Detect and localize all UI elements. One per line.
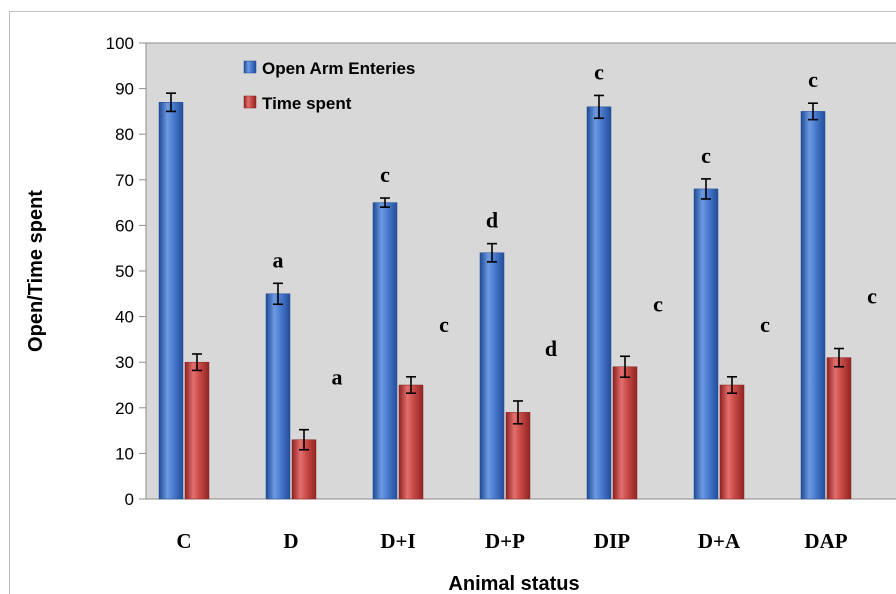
significance-label: c [380,162,390,187]
significance-label: c [439,312,449,337]
y-tick-label: 70 [115,171,134,190]
bars: a a c c d d c c c c c c [158,59,877,500]
legend-label-time-spent: Time spent [262,94,352,113]
x-tick-label: DIP [594,529,630,553]
y-tick-label: 80 [115,125,134,144]
significance-label: d [486,208,498,233]
bar-open-arm [265,293,291,500]
x-axis-title: Animal status [448,573,579,594]
y-tick-label: 10 [115,444,134,463]
y-axis-ticks: 0 10 20 30 40 50 60 70 80 90 100 [106,34,146,509]
x-tick-label: DAP [804,529,847,553]
significance-label: c [653,291,663,316]
significance-label: c [594,59,604,84]
legend-swatch-open-arm [243,60,257,74]
x-tick-label: C [176,529,191,553]
bar-time-spent [505,412,531,500]
bar-open-arm [800,111,826,500]
y-tick-label: 60 [115,216,134,235]
x-tick-label: D [283,529,298,553]
bar-time-spent [612,366,638,500]
bar-open-arm [693,188,719,500]
y-tick-label: 30 [115,353,134,372]
y-tick-label: 100 [106,34,134,53]
x-tick-label: D+P [485,529,525,553]
significance-label: d [545,336,557,361]
significance-label: a [332,365,343,390]
bar-time-spent [184,361,210,500]
legend: Open Arm Enteries Time spent [243,59,415,113]
bar-open-arm [158,102,184,500]
y-tick-label: 40 [115,308,134,327]
bar-open-arm [479,252,505,500]
bar-open-arm [372,202,398,500]
significance-label: a [273,247,284,272]
bar-open-arm [586,106,612,500]
significance-label: c [867,284,877,309]
category-labels: C D D+I D+P DIP D+A DAP [176,529,847,553]
legend-label-open-arm: Open Arm Enteries [262,59,415,78]
y-tick-label: 90 [115,80,134,99]
y-tick-label: 50 [115,262,134,281]
chart-border [9,11,896,594]
significance-label: c [701,143,711,168]
bar-time-spent [719,384,745,500]
bar-time-spent [398,384,424,500]
bar-time-spent [826,357,852,500]
significance-label: c [808,67,818,92]
x-tick-label: D+I [380,529,415,553]
y-tick-label: 20 [115,399,134,418]
significance-label: c [760,312,770,337]
y-axis-title: Open/Time spent [25,190,47,352]
legend-swatch-time-spent [243,95,257,109]
x-tick-label: D+A [698,529,741,553]
y-tick-label: 0 [125,490,134,509]
